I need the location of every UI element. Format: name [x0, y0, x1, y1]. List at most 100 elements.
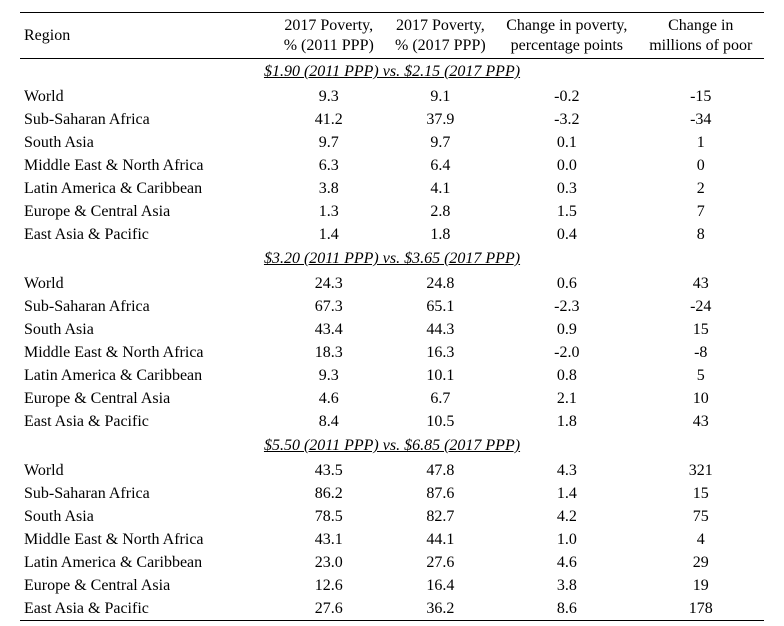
cell-pov2017: 1.8 [385, 223, 497, 246]
cell-pov2011: 4.6 [273, 387, 385, 410]
table-row: Sub-Saharan Africa67.365.1-2.3-24 [20, 295, 764, 318]
cell-pov2011: 9.3 [273, 364, 385, 387]
cell-pov2017: 87.6 [385, 482, 497, 505]
region-cell: Sub-Saharan Africa [20, 482, 273, 505]
cell-pov2017: 9.1 [385, 85, 497, 108]
region-cell: Latin America & Caribbean [20, 177, 273, 200]
cell-changepp: 0.1 [496, 131, 637, 154]
region-cell: Middle East & North Africa [20, 341, 273, 364]
cell-changemil: 321 [638, 459, 765, 482]
cell-changepp: 0.9 [496, 318, 637, 341]
cell-changemil: 8 [638, 223, 765, 246]
col-header-changepp: Change in poverty, percentage points [496, 13, 637, 59]
cell-changemil: 2 [638, 177, 765, 200]
table-header-row: Region 2017 Poverty, % (2011 PPP) 2017 P… [20, 13, 764, 59]
cell-changepp: 1.0 [496, 528, 637, 551]
region-cell: Latin America & Caribbean [20, 551, 273, 574]
region-cell: World [20, 459, 273, 482]
table-row: Europe & Central Asia4.66.72.110 [20, 387, 764, 410]
section-title: $1.90 (2011 PPP) vs. $2.15 (2017 PPP) [20, 59, 764, 86]
cell-pov2011: 1.4 [273, 223, 385, 246]
table-row: World9.39.1-0.2-15 [20, 85, 764, 108]
cell-changepp: 4.2 [496, 505, 637, 528]
region-cell: Sub-Saharan Africa [20, 295, 273, 318]
region-cell: Middle East & North Africa [20, 528, 273, 551]
cell-changepp: 0.3 [496, 177, 637, 200]
cell-pov2011: 9.3 [273, 85, 385, 108]
region-cell: Europe & Central Asia [20, 574, 273, 597]
cell-pov2011: 8.4 [273, 410, 385, 433]
table-row: South Asia78.582.74.275 [20, 505, 764, 528]
region-cell: World [20, 272, 273, 295]
cell-changemil: 29 [638, 551, 765, 574]
cell-changepp: 0.4 [496, 223, 637, 246]
table-row: East Asia & Pacific1.41.80.48 [20, 223, 764, 246]
cell-changepp: 1.8 [496, 410, 637, 433]
table-row: Europe & Central Asia12.616.43.819 [20, 574, 764, 597]
table-body: $1.90 (2011 PPP) vs. $2.15 (2017 PPP)Wor… [20, 59, 764, 621]
table-row: Middle East & North Africa43.144.11.04 [20, 528, 764, 551]
section-title: $3.20 (2011 PPP) vs. $3.65 (2017 PPP) [20, 246, 764, 272]
cell-changepp: 1.4 [496, 482, 637, 505]
col-header-changemil: Change in millions of poor [638, 13, 765, 59]
cell-pov2017: 36.2 [385, 597, 497, 621]
cell-pov2017: 6.7 [385, 387, 497, 410]
cell-pov2011: 24.3 [273, 272, 385, 295]
cell-changepp: 0.6 [496, 272, 637, 295]
cell-pov2011: 18.3 [273, 341, 385, 364]
col-header-pov2011: 2017 Poverty, % (2011 PPP) [273, 13, 385, 59]
cell-changepp: 8.6 [496, 597, 637, 621]
cell-pov2017: 82.7 [385, 505, 497, 528]
cell-changemil: 178 [638, 597, 765, 621]
table-row: Latin America & Caribbean23.027.64.629 [20, 551, 764, 574]
cell-changemil: -34 [638, 108, 765, 131]
cell-changemil: 43 [638, 272, 765, 295]
region-cell: South Asia [20, 318, 273, 341]
cell-pov2011: 12.6 [273, 574, 385, 597]
cell-changemil: -15 [638, 85, 765, 108]
cell-pov2017: 65.1 [385, 295, 497, 318]
section-title-row: $1.90 (2011 PPP) vs. $2.15 (2017 PPP) [20, 59, 764, 86]
cell-changemil: -8 [638, 341, 765, 364]
cell-pov2011: 43.5 [273, 459, 385, 482]
cell-changepp: 3.8 [496, 574, 637, 597]
cell-changepp: -0.2 [496, 85, 637, 108]
table-row: World43.547.84.3321 [20, 459, 764, 482]
col-header-region: Region [20, 13, 273, 59]
cell-changepp: -2.0 [496, 341, 637, 364]
cell-pov2017: 44.1 [385, 528, 497, 551]
region-cell: Sub-Saharan Africa [20, 108, 273, 131]
cell-changemil: 5 [638, 364, 765, 387]
cell-pov2017: 10.5 [385, 410, 497, 433]
cell-pov2017: 44.3 [385, 318, 497, 341]
cell-pov2011: 23.0 [273, 551, 385, 574]
cell-changemil: -24 [638, 295, 765, 318]
cell-changemil: 43 [638, 410, 765, 433]
cell-pov2011: 86.2 [273, 482, 385, 505]
poverty-comparison-table: Region 2017 Poverty, % (2011 PPP) 2017 P… [20, 12, 764, 621]
region-cell: Latin America & Caribbean [20, 364, 273, 387]
cell-changemil: 75 [638, 505, 765, 528]
cell-changemil: 15 [638, 318, 765, 341]
cell-pov2011: 3.8 [273, 177, 385, 200]
table-row: Middle East & North Africa6.36.40.00 [20, 154, 764, 177]
region-cell: South Asia [20, 131, 273, 154]
table-row: Latin America & Caribbean9.310.10.85 [20, 364, 764, 387]
region-cell: East Asia & Pacific [20, 597, 273, 621]
cell-pov2011: 41.2 [273, 108, 385, 131]
cell-changemil: 4 [638, 528, 765, 551]
cell-pov2017: 16.3 [385, 341, 497, 364]
table-row: East Asia & Pacific8.410.51.843 [20, 410, 764, 433]
region-cell: Europe & Central Asia [20, 200, 273, 223]
cell-changepp: 2.1 [496, 387, 637, 410]
cell-pov2017: 47.8 [385, 459, 497, 482]
cell-changemil: 7 [638, 200, 765, 223]
cell-changepp: 4.3 [496, 459, 637, 482]
cell-pov2017: 10.1 [385, 364, 497, 387]
region-cell: South Asia [20, 505, 273, 528]
cell-changemil: 10 [638, 387, 765, 410]
cell-changepp: -3.2 [496, 108, 637, 131]
region-cell: Europe & Central Asia [20, 387, 273, 410]
table-row: Latin America & Caribbean3.84.10.32 [20, 177, 764, 200]
cell-pov2017: 24.8 [385, 272, 497, 295]
